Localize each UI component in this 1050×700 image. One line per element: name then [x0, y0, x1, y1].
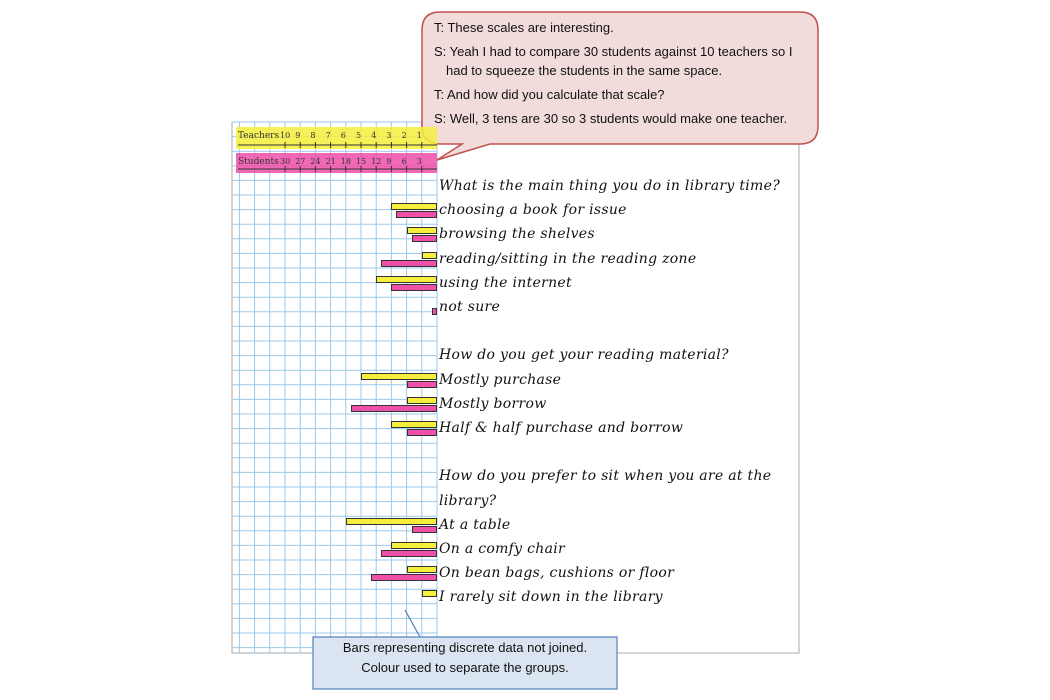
note-box — [312, 636, 618, 690]
student-bar — [411, 235, 437, 243]
tick-label: 3 — [386, 131, 392, 140]
note-pointer — [404, 609, 421, 638]
tick-label: 18 — [340, 157, 351, 166]
tick-label: 4 — [371, 131, 377, 140]
dialogue-line: T: These scales are interesting. — [434, 20, 614, 35]
tick-label: 24 — [310, 157, 321, 166]
category-label: Mostly borrow — [439, 395, 547, 412]
teacher-bar — [361, 372, 437, 380]
teacher-bar — [345, 517, 437, 525]
tick-label: 9 — [386, 157, 392, 166]
category-label: On bean bags, cushions or floor — [439, 565, 675, 582]
dialogue-line: S: Yeah I had to compare 30 students aga… — [434, 44, 793, 78]
category-label: reading/sitting in the reading zone — [439, 250, 697, 267]
paper — [231, 121, 800, 654]
category-label: not sure — [439, 299, 501, 315]
tick-label: 15 — [356, 157, 367, 166]
category-label: using the internet — [439, 274, 572, 291]
note-line: Colour used to separate the groups. — [361, 660, 569, 675]
category-label: On a comfy chair — [439, 541, 566, 557]
student-bar — [391, 283, 437, 291]
teacher-bar — [406, 396, 437, 404]
tick-label: 27 — [295, 157, 306, 166]
teacher-bar — [391, 542, 437, 549]
category-label: browsing the shelves — [439, 226, 595, 243]
tick-label: 6 — [340, 131, 346, 140]
category-label: At a table — [439, 516, 511, 533]
question: How do you prefer to sit when you are at… — [439, 468, 772, 509]
teacher-bar — [391, 421, 437, 428]
tick-label: 9 — [295, 131, 301, 140]
note-line: Bars representing discrete data not join… — [342, 640, 588, 655]
dialogue-line: S: Well, 3 tens are 30 so 3 students wou… — [434, 111, 788, 126]
dialogue-line: T: And how did you calculate that scale? — [434, 87, 665, 102]
tick-label: 6 — [401, 157, 407, 166]
scale-name: Teachers — [238, 131, 280, 141]
tick-label: 10 — [280, 131, 291, 140]
tick-label: 7 — [325, 131, 331, 140]
tick-label: 12 — [371, 157, 382, 166]
question: How do you get your reading material? — [439, 347, 729, 364]
scale-strip — [236, 127, 437, 149]
scale-strip — [236, 153, 437, 173]
teacher-bar — [421, 251, 437, 259]
student-bar — [411, 525, 437, 533]
tick-label: 30 — [280, 157, 291, 166]
tick-label: 5 — [356, 131, 362, 140]
student-bar — [350, 404, 437, 412]
student-bar — [406, 429, 437, 436]
tick-label: 8 — [310, 131, 316, 140]
note: Bars representing discrete data not join… — [313, 638, 617, 678]
teacher-bar — [391, 203, 437, 211]
tick-label: 1 — [416, 131, 422, 140]
tick-label: 3 — [416, 157, 422, 166]
category-label: I rarely sit down in the library — [439, 589, 663, 606]
dialogue: T: These scales are interesting. S: Yeah … — [434, 18, 814, 133]
tick-label: 2 — [401, 131, 407, 140]
scale-name: Students — [238, 157, 279, 167]
student-bar — [431, 308, 437, 315]
teacher-bar — [421, 590, 437, 598]
speech-callout — [421, 11, 819, 161]
student-bar — [381, 259, 437, 267]
student-bar — [396, 211, 437, 219]
question: What is the main thing you do in library… — [439, 178, 781, 194]
teacher-bar — [376, 275, 437, 283]
teacher-bar — [406, 227, 437, 235]
tick-label: 21 — [325, 157, 336, 166]
teacher-bar — [406, 566, 437, 574]
student-bar — [371, 574, 437, 582]
category-label: choosing a book for issue — [439, 202, 627, 219]
grid — [232, 121, 438, 653]
student-bar — [406, 380, 437, 388]
student-bar — [381, 550, 437, 557]
category-label: Mostly purchase — [439, 371, 562, 388]
category-label: Half & half purchase and borrow — [439, 420, 684, 436]
